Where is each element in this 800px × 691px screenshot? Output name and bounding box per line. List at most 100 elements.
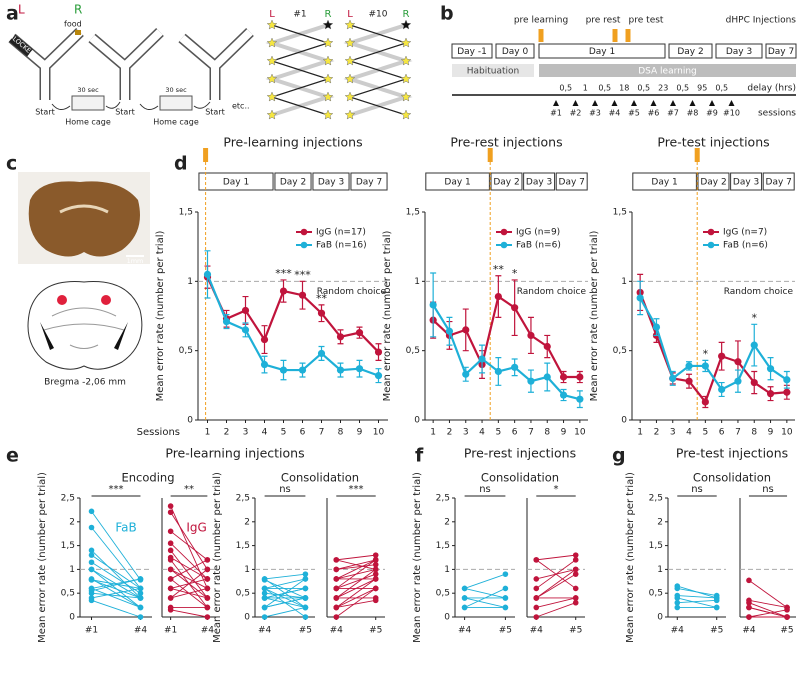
data-point (241, 306, 250, 315)
x-tick-label: 6 (512, 428, 518, 438)
significance: * (554, 484, 559, 495)
grid-right: R (403, 9, 410, 20)
x-tick-label: 9 (768, 428, 774, 438)
data-point (261, 614, 268, 620)
data-point (317, 309, 326, 317)
x-tick-label: 3 (243, 428, 249, 438)
x-tick-label: 3 (463, 428, 469, 438)
pair-line (336, 588, 376, 618)
y-tick-label: 1,5 (649, 541, 663, 551)
pair-line (91, 527, 141, 589)
data-point (783, 388, 791, 396)
data-point (652, 323, 661, 331)
significance: ns (691, 484, 703, 495)
pair-line (264, 579, 306, 599)
bregma-label: Bregma -2,06 mm (44, 378, 126, 388)
significance: ns (762, 484, 774, 495)
session-label: #9 (706, 109, 718, 118)
session-arrow (572, 100, 579, 106)
day-box (490, 172, 523, 191)
day-label: Day 7 (356, 178, 382, 188)
data-point (674, 585, 681, 592)
series-line (639, 297, 788, 391)
data-point (333, 557, 340, 563)
x-tick-label: #1 (85, 626, 98, 636)
x-tick-label: 4 (686, 428, 692, 438)
data-point (167, 585, 174, 592)
grid-left: L (347, 9, 353, 20)
data-point (261, 576, 268, 582)
star (400, 55, 412, 66)
group-title: Consolidation (281, 471, 359, 485)
delay-label: 0,5 (676, 84, 689, 93)
brain-images (18, 172, 150, 370)
session-arrow (631, 100, 637, 106)
data-point (533, 595, 540, 601)
data-point (372, 585, 379, 592)
pair-line (91, 511, 141, 581)
data-point (511, 363, 519, 371)
data-point (543, 342, 551, 351)
phase-label: Habituation (467, 67, 519, 77)
day-label: Day 0 (502, 47, 529, 57)
data-point (261, 595, 268, 601)
pair-line (677, 599, 717, 604)
x-tick-label: #1 (164, 626, 177, 636)
day-box (538, 43, 666, 59)
y-tick-label: 1 (657, 565, 663, 575)
star (344, 55, 356, 66)
data-point (372, 571, 379, 577)
delay-label: 1 (583, 84, 588, 93)
y-axis-label: Mean error rate (number per trial) (625, 472, 636, 643)
data-point (734, 377, 742, 385)
y-tick-label: 1,5 (406, 208, 420, 218)
pair-line (91, 569, 141, 599)
data-point (333, 566, 340, 573)
data-point (462, 326, 470, 334)
star (322, 37, 334, 48)
home-cage-label: Home cage (65, 118, 111, 127)
delay-label: 95 (697, 84, 707, 93)
star (344, 109, 356, 120)
y-tick-label: 0 (621, 416, 627, 426)
x-tick-label: #5 (299, 626, 312, 636)
y-tick-label: 0,5 (236, 589, 250, 599)
y-tick-label: 0 (444, 613, 450, 623)
data-point (685, 377, 693, 385)
day-box (312, 172, 350, 191)
pair-line (170, 512, 208, 570)
x-tick-label: #4 (530, 626, 544, 636)
session-label: #1 (550, 109, 562, 118)
data-point (576, 373, 584, 381)
syringe (612, 29, 618, 42)
day-box (495, 43, 535, 59)
pair-line (91, 578, 141, 608)
data-point (167, 509, 174, 516)
data-point (372, 597, 379, 604)
y-tick-label: 0,5 (61, 589, 75, 599)
trial-path (348, 24, 408, 116)
session-arrow (592, 100, 598, 106)
pair-line (336, 554, 376, 561)
x-tick-label: #4 (330, 626, 344, 636)
x-tick-label: 2 (224, 428, 230, 438)
syringe (487, 148, 493, 162)
delay-label: 18 (619, 84, 629, 93)
data-point (241, 326, 250, 334)
data-point (88, 590, 95, 596)
data-point (302, 585, 309, 592)
data-point (674, 604, 681, 611)
day-box (765, 43, 797, 59)
syringe (538, 29, 544, 42)
significance: *** (275, 267, 292, 280)
data-point (88, 576, 95, 582)
pair-line (464, 573, 506, 589)
y-tick-label: 0,5 (179, 346, 193, 356)
pair-line (336, 568, 376, 580)
y-tick-label: 1 (621, 277, 627, 287)
star (344, 91, 356, 102)
data-point (533, 585, 540, 592)
data-point (543, 373, 551, 381)
significance: * (703, 347, 709, 360)
data-point (685, 362, 693, 370)
